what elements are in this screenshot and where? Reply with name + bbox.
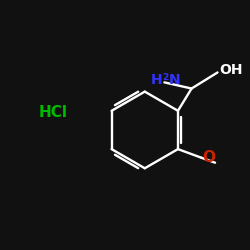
Text: O: O bbox=[202, 150, 215, 165]
Text: HCl: HCl bbox=[38, 105, 68, 120]
Text: N: N bbox=[169, 73, 180, 87]
Text: H: H bbox=[151, 73, 162, 87]
Text: OH: OH bbox=[219, 64, 242, 78]
Text: 2: 2 bbox=[162, 72, 169, 82]
